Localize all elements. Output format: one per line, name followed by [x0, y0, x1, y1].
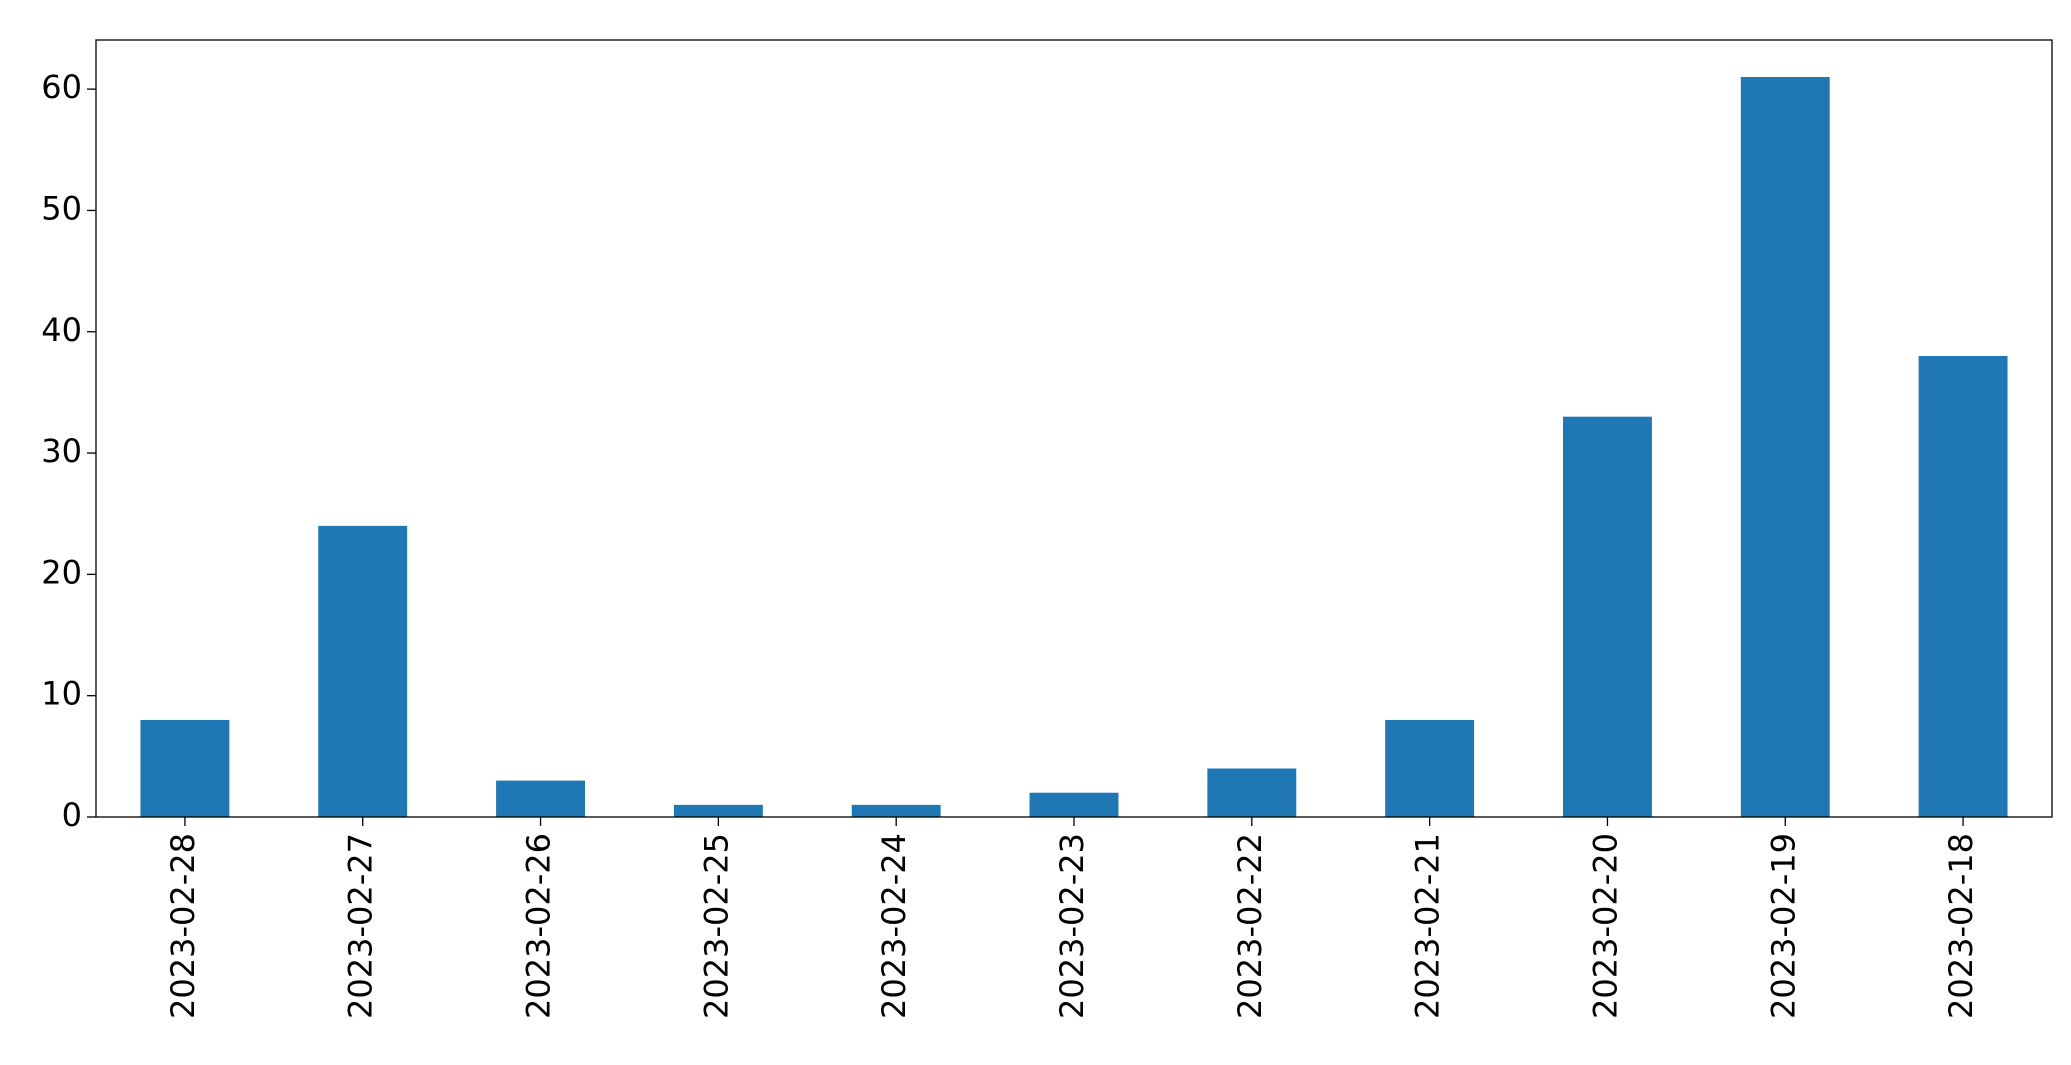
x-tick-label: 2023-02-18 [1942, 833, 1980, 1019]
y-tick-label: 40 [41, 311, 82, 349]
x-tick-label: 2023-02-21 [1409, 833, 1447, 1019]
bar [673, 804, 763, 817]
y-tick-label: 0 [62, 796, 82, 834]
y-tick-label: 30 [41, 432, 82, 470]
x-tick-label: 2023-02-24 [875, 833, 913, 1019]
bar [318, 525, 408, 817]
y-tick-label: 10 [41, 675, 82, 713]
bar [851, 804, 941, 817]
bar [1029, 792, 1119, 817]
plot-frame [95, 39, 2053, 818]
bar [1918, 356, 2008, 817]
x-tick-label: 2023-02-27 [342, 833, 380, 1019]
x-tick-label: 2023-02-25 [697, 833, 735, 1019]
bar [496, 780, 585, 817]
bar [140, 719, 230, 817]
y-tick-label: 50 [41, 189, 82, 227]
x-tick-label: 2023-02-23 [1053, 833, 1091, 1019]
bar [1563, 416, 1652, 817]
y-tick-label: 20 [41, 553, 82, 591]
bar [1740, 77, 1830, 817]
y-tick-label: 60 [41, 68, 82, 106]
x-tick-label: 2023-02-19 [1764, 833, 1802, 1019]
bar [1207, 768, 1297, 817]
x-tick-label: 2023-02-20 [1586, 833, 1624, 1019]
x-tick-label: 2023-02-28 [164, 833, 202, 1019]
bar [1385, 719, 1475, 817]
x-tick-label: 2023-02-26 [520, 833, 558, 1019]
x-tick-label: 2023-02-22 [1231, 833, 1269, 1019]
